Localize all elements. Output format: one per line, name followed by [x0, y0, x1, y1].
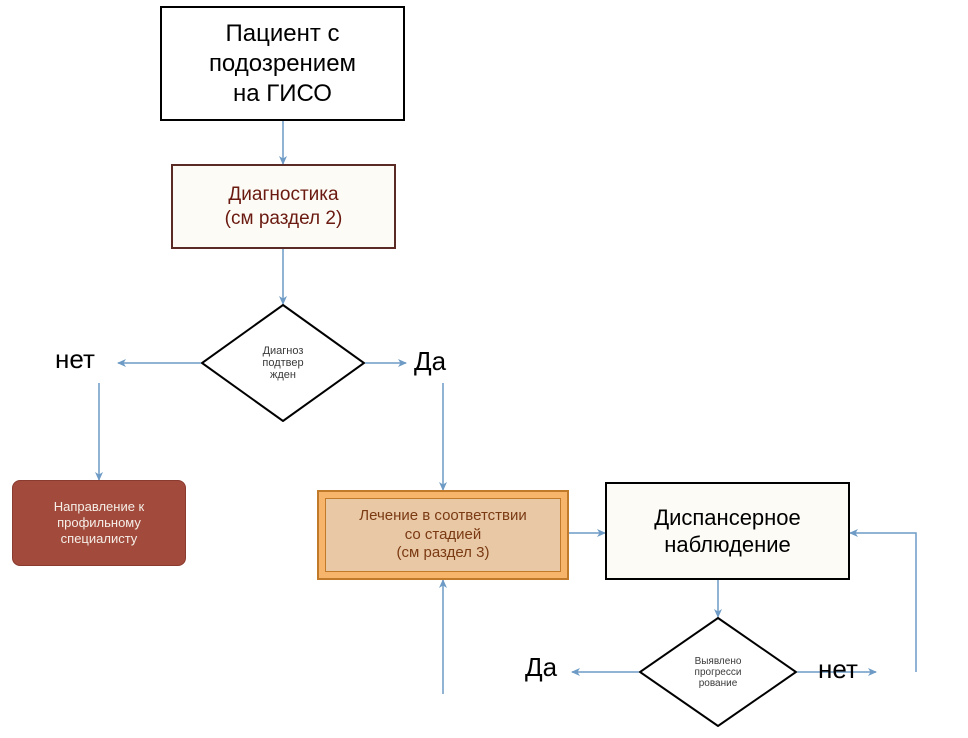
edges-layer — [0, 0, 968, 738]
node-referral: Направление к профильному специалисту — [12, 480, 186, 566]
edge-label-yes-2: Да — [525, 652, 557, 683]
node-patient-suspected: Пациент с подозрением на ГИСО — [160, 6, 405, 121]
label: Лечение в соответствии со стадией (см ра… — [359, 507, 527, 563]
edge-label-no-2: нет — [818, 654, 858, 685]
label: Пациент с подозрением на ГИСО — [209, 19, 356, 109]
label: Диспансерное наблюдение — [654, 504, 801, 559]
edge-label-no-1: нет — [55, 344, 95, 375]
label: Направление к профильному специалисту — [54, 499, 145, 548]
edge-label-yes-1: Да — [414, 346, 446, 377]
decision-diagnosis-confirmed: Диагноз подтвер жден — [201, 304, 365, 422]
label: Выявлено прогресси рование — [639, 617, 797, 727]
node-treatment: Лечение в соответствии со стадией (см ра… — [317, 490, 569, 580]
node-followup: Диспансерное наблюдение — [605, 482, 850, 580]
flowchart-canvas: Пациент с подозрением на ГИСО Диагностик… — [0, 0, 968, 738]
edge-e12 — [850, 533, 916, 672]
label: Диагностика (см раздел 2) — [225, 183, 343, 231]
decision-progression: Выявлено прогресси рование — [639, 617, 797, 727]
label: Диагноз подтвер жден — [201, 304, 365, 422]
node-diagnostics: Диагностика (см раздел 2) — [171, 164, 396, 249]
